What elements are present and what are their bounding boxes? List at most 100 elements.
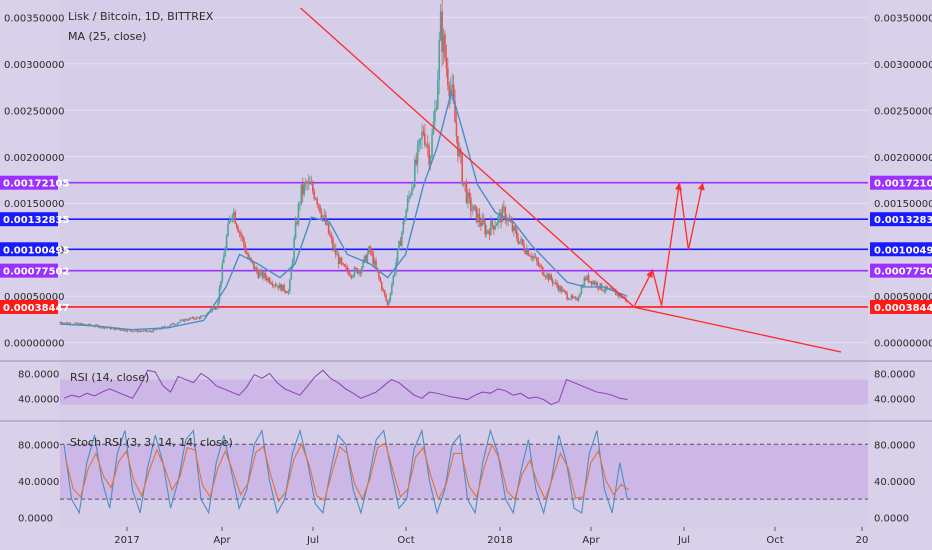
candle-body (556, 282, 558, 286)
candle-body (255, 267, 258, 272)
candle-body (511, 222, 514, 231)
candle-body (330, 236, 333, 239)
candle-body (488, 231, 491, 236)
stoch-label: Stoch RSI (3, 3, 14, 14, close) (70, 436, 233, 449)
candle-body (392, 275, 395, 285)
candle-body (204, 315, 206, 317)
candle-body (426, 144, 429, 147)
candle-body (317, 203, 320, 206)
candle-body (276, 285, 278, 287)
stoch-tick-right: 40.0000 (874, 477, 915, 488)
candle-body (263, 272, 265, 278)
price-tick-right: 0.00350000 (874, 13, 932, 24)
candle-body (533, 256, 535, 258)
candle-body (536, 257, 538, 262)
candle-body (451, 84, 453, 89)
candle-body (237, 227, 239, 233)
candle-body (125, 330, 127, 332)
candle-body (287, 290, 290, 294)
candle-body (569, 299, 571, 300)
candle-body (291, 259, 294, 268)
candle-body (293, 238, 295, 260)
price-tick-right: 0.00000000 (874, 339, 932, 350)
candle-body (457, 136, 459, 157)
candle-body (465, 184, 468, 203)
rsi-tick-right: 40.0000 (874, 394, 915, 405)
candle-body (540, 265, 543, 267)
candle-body (248, 257, 251, 259)
candle-body (230, 219, 232, 221)
candle-body (576, 298, 578, 301)
candle-body (324, 214, 327, 225)
level-badges-left: 0.00172105 0.00132835 0.00100495 0.00077502… (0, 175, 69, 314)
ma-line (59, 89, 628, 331)
candle-body (300, 184, 303, 204)
rsi-axis-left: 80.0000 40.0000 (18, 369, 59, 405)
candle-body (253, 262, 255, 270)
candle-body (551, 279, 554, 284)
candle-body (139, 330, 142, 332)
candle-body (286, 292, 288, 294)
candle-body (247, 253, 249, 258)
candle-body (597, 287, 600, 289)
candle-body (372, 252, 374, 265)
candle-body (336, 254, 339, 256)
candle-body (383, 290, 386, 295)
candle-body (89, 324, 91, 326)
candle-body (195, 317, 198, 320)
candle-body (510, 220, 512, 223)
candle-body (188, 318, 191, 321)
candle-body (455, 122, 458, 137)
candle-body (149, 330, 152, 332)
price-pane[interactable]: 0.000000000.000500000.001000000.00150000… (0, 0, 932, 360)
candle-body (87, 324, 90, 326)
price-tick-left: 0.00050000 (4, 292, 64, 303)
rsi-band (60, 379, 868, 405)
candle-body (448, 85, 451, 97)
candle-body (214, 307, 216, 310)
candle-body (303, 183, 305, 195)
time-axis[interactable]: 2017 Apr Jul Oct 2018 Apr Jul Oct 20 (114, 527, 868, 546)
level-badge-right (870, 212, 932, 227)
candle-body (115, 328, 117, 330)
candle-body (313, 191, 316, 199)
candle-body (174, 324, 176, 326)
arrowhead (674, 182, 682, 191)
candle-body (363, 255, 366, 260)
candle-body (549, 274, 551, 280)
trend-line[interactable] (300, 7, 842, 353)
candle-body (409, 195, 412, 196)
candle-body (606, 286, 609, 289)
candle-body (375, 260, 377, 268)
candle-body (215, 308, 218, 310)
candle-body (224, 249, 226, 257)
candle-body (60, 322, 63, 324)
time-tick-label: Jul (677, 535, 690, 546)
candle-body (254, 267, 257, 270)
time-tick-label: Jul (306, 535, 319, 546)
candle-body (182, 319, 185, 322)
candle-body (514, 226, 517, 231)
candle-body (155, 329, 158, 331)
price-tick-left: 0.00250000 (4, 106, 64, 117)
candle-body (589, 281, 591, 283)
candle-body (378, 271, 380, 278)
rsi-tick-left: 80.0000 (18, 369, 59, 380)
stoch-rsi-pane[interactable]: 80.0000 40.0000 0.0000 80.0000 40.0000 0.000… (18, 422, 915, 527)
candle-body (619, 294, 622, 297)
candle-body (402, 220, 405, 233)
candle-body (491, 220, 494, 226)
candle-body (143, 330, 146, 331)
rsi-pane[interactable]: 80.0000 40.0000 80.0000 40.0000 RSI (14, c… (18, 362, 915, 419)
candle-body (566, 293, 568, 299)
candle-body (225, 235, 228, 250)
candle-body (250, 257, 252, 261)
candle-body (493, 225, 495, 230)
candle-body (587, 275, 590, 283)
candle-body (59, 322, 61, 324)
candle-body (179, 320, 182, 322)
candle-body (429, 156, 432, 166)
candle-body (428, 146, 430, 166)
candle-body (244, 244, 247, 252)
candle-body (462, 181, 465, 185)
